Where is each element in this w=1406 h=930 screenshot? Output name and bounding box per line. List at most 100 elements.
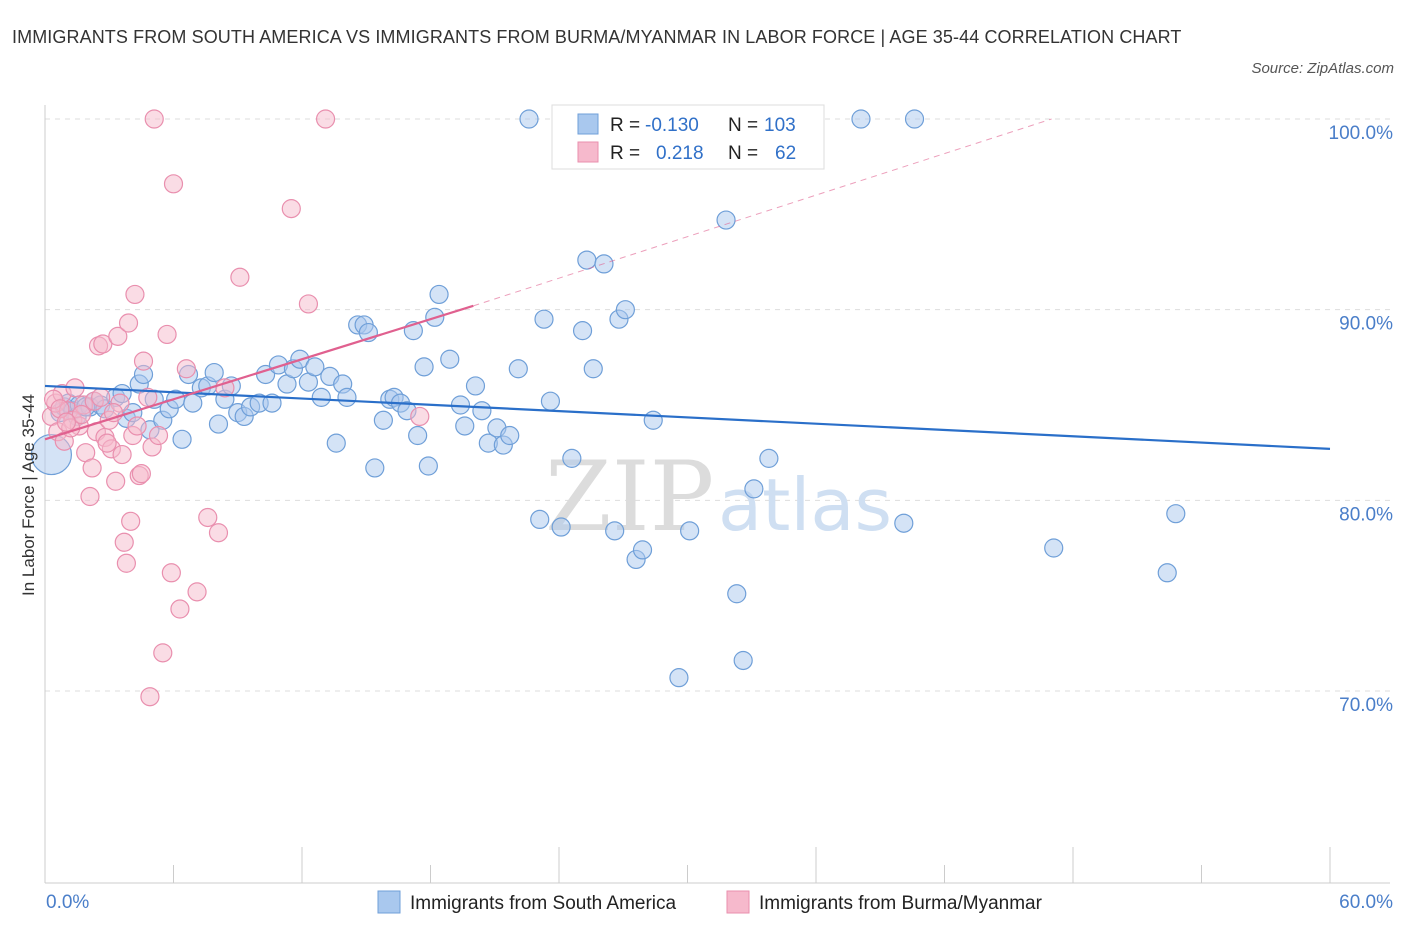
x-tick-labels: 0.0% 60.0% bbox=[46, 892, 1393, 913]
point-burma-38 bbox=[161, 563, 181, 583]
point-south-america-62 bbox=[429, 284, 449, 305]
source-label: Source: ZipAtlas.com bbox=[1251, 60, 1394, 77]
x-tick-label-1: 60.0% bbox=[1339, 892, 1393, 913]
legend-n-value-2: 62 bbox=[775, 143, 796, 164]
chart-title: IMMIGRANTS FROM SOUTH AMERICA VS IMMIGRA… bbox=[12, 27, 1182, 47]
point-south-america-81 bbox=[583, 359, 603, 379]
point-burma-12 bbox=[82, 458, 102, 478]
point-south-america-67 bbox=[472, 401, 492, 421]
legend-n-label-2: N = bbox=[728, 143, 758, 164]
point-south-america-43 bbox=[311, 387, 331, 407]
point-burma-57 bbox=[71, 404, 92, 425]
series-legend-label-blue: Immigrants from South America bbox=[410, 893, 677, 914]
point-south-america-42 bbox=[305, 357, 325, 377]
point-south-america-94 bbox=[744, 479, 764, 499]
series-legend-swatch-pink bbox=[726, 890, 750, 914]
point-south-america-100 bbox=[1157, 563, 1177, 583]
series-legend: Immigrants from South America Immigrants… bbox=[377, 890, 1043, 914]
point-south-america-51 bbox=[365, 458, 385, 478]
point-south-america-98 bbox=[904, 109, 925, 129]
point-south-america-63 bbox=[440, 349, 460, 369]
point-south-america-72 bbox=[508, 359, 528, 379]
y-axis-label: In Labor Force | Age 35-44 bbox=[19, 394, 38, 596]
correlation-legend: R = -0.130 N = 103 R = 0.218 N = 62 bbox=[551, 104, 825, 170]
point-south-america-90 bbox=[680, 521, 700, 541]
series-legend-label-pink: Immigrants from Burma/Myanmar bbox=[759, 893, 1043, 914]
legend-swatch-pink bbox=[577, 141, 599, 163]
point-burma-50 bbox=[215, 378, 235, 398]
legend-n-value-1: 103 bbox=[764, 115, 796, 136]
point-burma-56 bbox=[91, 387, 111, 407]
point-south-america-92 bbox=[727, 584, 747, 604]
legend-n-label-1: N = bbox=[728, 115, 758, 136]
point-burma-48 bbox=[298, 294, 319, 314]
series-legend-swatch-blue bbox=[377, 890, 401, 914]
point-burma-36 bbox=[153, 643, 173, 663]
point-burma-19 bbox=[106, 471, 126, 491]
trend-line-burma-extrapolated bbox=[473, 118, 1052, 307]
point-burma-31 bbox=[133, 351, 154, 371]
x-tick-label-0: 0.0% bbox=[46, 892, 89, 913]
point-burma-28 bbox=[125, 284, 145, 305]
y-tick-label-2: 80.0% bbox=[1339, 504, 1393, 525]
y-tick-label-3: 70.0% bbox=[1339, 695, 1393, 716]
point-south-america-71 bbox=[500, 425, 520, 446]
point-south-america-22 bbox=[172, 429, 192, 449]
point-burma-23 bbox=[114, 532, 134, 552]
point-south-america-76 bbox=[540, 391, 561, 411]
point-south-america-83 bbox=[605, 521, 625, 541]
series-south-america-points bbox=[30, 109, 1186, 688]
point-south-america-89 bbox=[669, 668, 689, 688]
point-burma-20 bbox=[108, 326, 128, 346]
legend-r-value-2: 0.218 bbox=[656, 143, 704, 164]
point-burma-46 bbox=[140, 687, 160, 707]
point-burma-30 bbox=[131, 464, 151, 484]
axes bbox=[44, 105, 1390, 884]
point-south-america-28 bbox=[208, 414, 229, 434]
point-south-america-74 bbox=[530, 509, 550, 530]
point-burma-35 bbox=[148, 425, 169, 446]
point-burma-11 bbox=[80, 486, 100, 507]
point-burma-45 bbox=[230, 267, 250, 287]
point-burma-41 bbox=[176, 359, 196, 379]
point-south-america-88 bbox=[643, 410, 663, 430]
legend-r-label-1: R = bbox=[610, 115, 640, 136]
point-burma-43 bbox=[198, 507, 218, 528]
point-south-america-93 bbox=[733, 650, 753, 671]
point-south-america-101 bbox=[1166, 504, 1186, 524]
y-tick-labels: 100.0% 90.0% 80.0% 70.0% bbox=[1329, 123, 1394, 716]
watermark-atlas: atlas bbox=[718, 463, 892, 547]
point-south-america-95 bbox=[759, 448, 779, 468]
point-south-america-45 bbox=[326, 433, 346, 453]
point-burma-42 bbox=[187, 582, 207, 602]
point-south-america-27 bbox=[204, 362, 224, 383]
point-south-america-52 bbox=[373, 410, 393, 430]
point-south-america-85 bbox=[615, 300, 635, 320]
point-south-america-77 bbox=[551, 517, 571, 537]
point-burma-47 bbox=[281, 199, 301, 219]
point-south-america-99 bbox=[1044, 538, 1064, 558]
point-burma-61 bbox=[56, 412, 77, 432]
point-burma-15 bbox=[93, 334, 113, 354]
point-south-america-59 bbox=[414, 357, 434, 377]
point-south-america-96 bbox=[851, 109, 871, 129]
point-south-america-79 bbox=[572, 321, 593, 341]
point-south-america-97 bbox=[894, 513, 914, 533]
point-burma-49 bbox=[315, 109, 336, 129]
point-burma-51 bbox=[410, 406, 430, 427]
trend-line-south-america bbox=[44, 384, 1331, 450]
point-burma-37 bbox=[157, 324, 177, 345]
y-tick-label-0: 100.0% bbox=[1329, 123, 1394, 144]
point-burma-59 bbox=[97, 433, 117, 453]
point-burma-25 bbox=[118, 313, 139, 333]
point-south-america-47 bbox=[337, 387, 357, 407]
point-burma-24 bbox=[116, 553, 136, 573]
point-south-america-87 bbox=[632, 540, 653, 560]
point-burma-26 bbox=[121, 511, 141, 531]
legend-r-value-1: -0.130 bbox=[645, 115, 699, 136]
point-burma-44 bbox=[208, 523, 229, 543]
point-burma-60 bbox=[127, 416, 147, 436]
point-burma-22 bbox=[112, 444, 132, 465]
trend-line-burma bbox=[44, 304, 474, 441]
